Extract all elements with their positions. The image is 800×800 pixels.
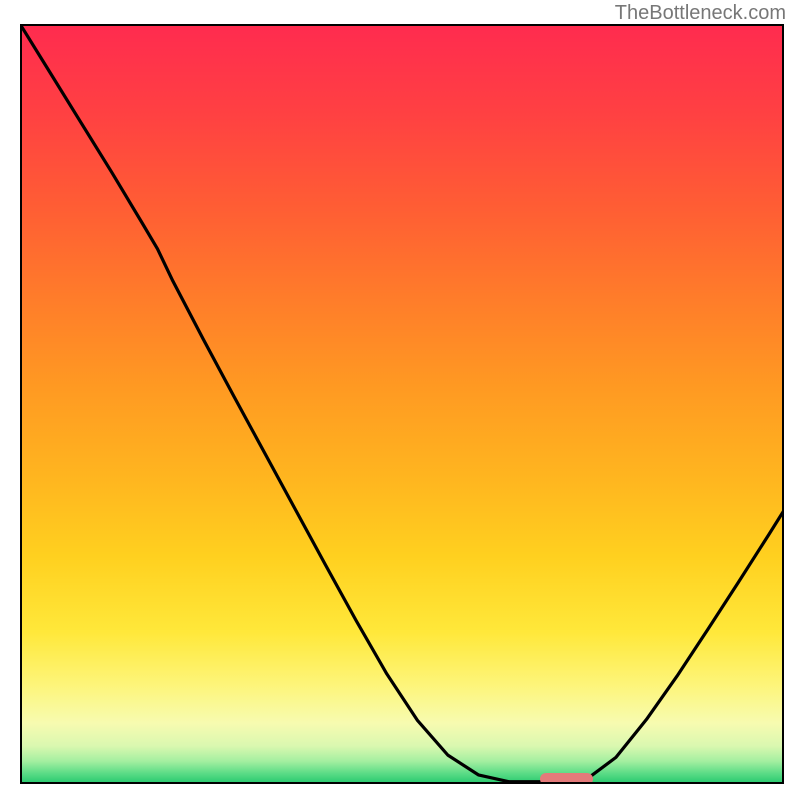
plot-frame [20,24,784,784]
watermark-text: TheBottleneck.com [615,2,786,25]
